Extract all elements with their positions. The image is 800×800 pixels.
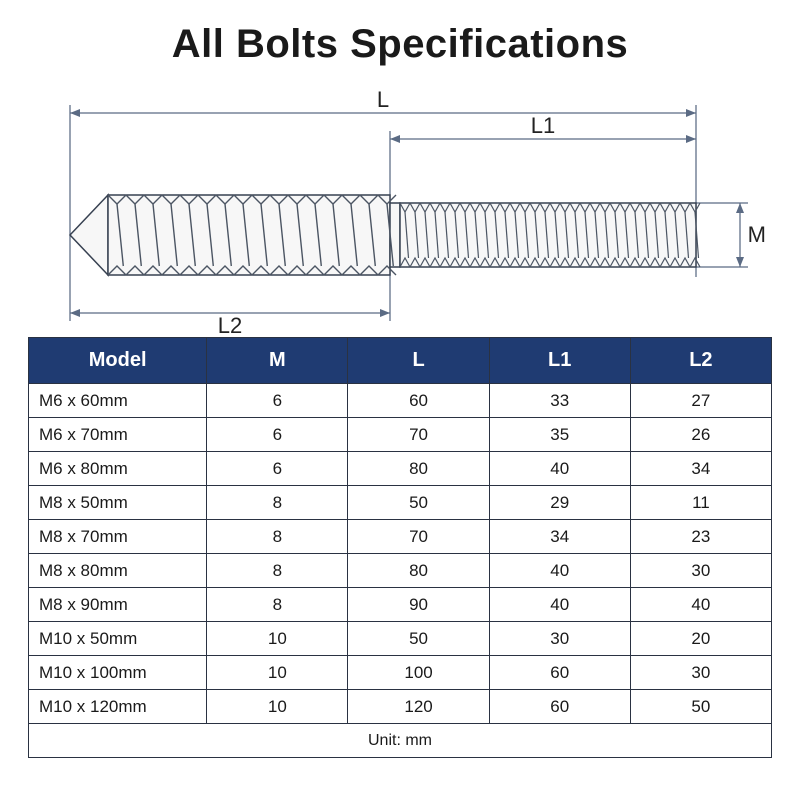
- cell-value: 70: [348, 520, 489, 554]
- cell-value: 20: [630, 622, 771, 656]
- cell-value: 70: [348, 418, 489, 452]
- cell-value: 34: [630, 452, 771, 486]
- cell-value: 29: [489, 486, 630, 520]
- cell-value: 60: [348, 384, 489, 418]
- cell-value: 6: [207, 384, 348, 418]
- cell-value: 6: [207, 452, 348, 486]
- table-row: M10 x 50mm10503020: [29, 622, 772, 656]
- cell-value: 35: [489, 418, 630, 452]
- spec-table: Model M L L1 L2 M6 x 60mm6603327M6 x 70m…: [28, 337, 772, 758]
- page-title: All Bolts Specifications: [28, 22, 772, 67]
- cell-model: M6 x 70mm: [29, 418, 207, 452]
- cell-model: M10 x 120mm: [29, 690, 207, 724]
- cell-value: 26: [630, 418, 771, 452]
- cell-value: 6: [207, 418, 348, 452]
- cell-model: M8 x 90mm: [29, 588, 207, 622]
- cell-value: 8: [207, 588, 348, 622]
- dim-label-L2: L2: [218, 313, 242, 337]
- cell-value: 30: [489, 622, 630, 656]
- cell-model: M6 x 60mm: [29, 384, 207, 418]
- cell-model: M10 x 50mm: [29, 622, 207, 656]
- cell-model: M8 x 70mm: [29, 520, 207, 554]
- cell-model: M6 x 80mm: [29, 452, 207, 486]
- col-L: L: [348, 338, 489, 384]
- cell-value: 34: [489, 520, 630, 554]
- table-row: M6 x 80mm6804034: [29, 452, 772, 486]
- table-row: M8 x 90mm8904040: [29, 588, 772, 622]
- cell-value: 40: [489, 554, 630, 588]
- cell-value: 30: [630, 554, 771, 588]
- cell-value: 23: [630, 520, 771, 554]
- unit-row: Unit: mm: [29, 724, 772, 758]
- cell-value: 50: [348, 486, 489, 520]
- cell-value: 10: [207, 656, 348, 690]
- cell-model: M8 x 50mm: [29, 486, 207, 520]
- table-row: M8 x 50mm8502911: [29, 486, 772, 520]
- bolt-diagram-svg: L L1 L2 M: [28, 77, 772, 337]
- cell-value: 40: [630, 588, 771, 622]
- cell-model: M8 x 80mm: [29, 554, 207, 588]
- cell-model: M10 x 100mm: [29, 656, 207, 690]
- cell-value: 80: [348, 554, 489, 588]
- cell-value: 30: [630, 656, 771, 690]
- cell-value: 50: [630, 690, 771, 724]
- cell-value: 80: [348, 452, 489, 486]
- table-body: M6 x 60mm6603327M6 x 70mm6703526M6 x 80m…: [29, 384, 772, 724]
- cell-value: 60: [489, 656, 630, 690]
- page: All Bolts Specifications L L1: [0, 0, 800, 800]
- col-L2: L2: [630, 338, 771, 384]
- cell-value: 90: [348, 588, 489, 622]
- col-L1: L1: [489, 338, 630, 384]
- bolt-body: [70, 195, 700, 275]
- table-head: Model M L L1 L2: [29, 338, 772, 384]
- col-M: M: [207, 338, 348, 384]
- table-row: M6 x 70mm6703526: [29, 418, 772, 452]
- dim-label-L: L: [377, 87, 389, 112]
- cell-value: 33: [489, 384, 630, 418]
- dim-label-M: M: [748, 222, 766, 247]
- cell-value: 60: [489, 690, 630, 724]
- bolt-diagram: L L1 L2 M: [28, 77, 772, 337]
- cell-value: 27: [630, 384, 771, 418]
- cell-value: 10: [207, 622, 348, 656]
- cell-value: 11: [630, 486, 771, 520]
- table-row: M10 x 120mm101206050: [29, 690, 772, 724]
- col-model: Model: [29, 338, 207, 384]
- table-row: M6 x 60mm6603327: [29, 384, 772, 418]
- cell-value: 8: [207, 486, 348, 520]
- table-row: M10 x 100mm101006030: [29, 656, 772, 690]
- cell-value: 40: [489, 452, 630, 486]
- table-row: M8 x 80mm8804030: [29, 554, 772, 588]
- cell-value: 120: [348, 690, 489, 724]
- cell-value: 10: [207, 690, 348, 724]
- cell-value: 50: [348, 622, 489, 656]
- cell-value: 40: [489, 588, 630, 622]
- unit-label: Unit: mm: [29, 724, 772, 758]
- dim-label-L1: L1: [531, 113, 555, 138]
- cell-value: 8: [207, 520, 348, 554]
- cell-value: 100: [348, 656, 489, 690]
- cell-value: 8: [207, 554, 348, 588]
- table-row: M8 x 70mm8703423: [29, 520, 772, 554]
